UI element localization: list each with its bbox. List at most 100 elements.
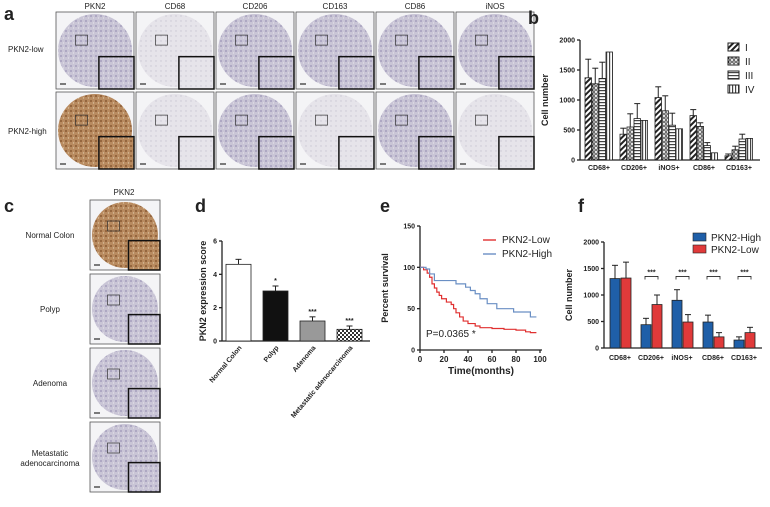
bar-iii bbox=[738, 138, 746, 161]
legend-label: III bbox=[745, 71, 753, 82]
bar-iii bbox=[598, 78, 606, 161]
column-header-pkn2: PKN2 bbox=[114, 188, 135, 197]
legend-label: I bbox=[745, 43, 748, 54]
bar-pkn2-low bbox=[713, 336, 725, 349]
column-header-cd86: CD86 bbox=[405, 2, 426, 11]
row-label-pkn2-high: PKN2-high bbox=[8, 127, 47, 136]
legend-label: PKN2-Low bbox=[711, 245, 760, 256]
bar-0 bbox=[225, 263, 252, 342]
column-header-pkn2: PKN2 bbox=[85, 2, 106, 11]
y-tick-label: 50 bbox=[407, 306, 415, 313]
row-label-line: Metastatic bbox=[32, 449, 68, 458]
bar-pkn2-high bbox=[733, 339, 745, 349]
ihc-image-inset bbox=[98, 55, 135, 90]
panel-c: PKN2 Normal Colon Polyp Adenoma Metastatic ad… bbox=[20, 188, 161, 493]
ihc-image-roi-box bbox=[475, 114, 488, 126]
x-tick-label: CD68+ bbox=[609, 355, 631, 362]
x-tick-label: iNOS+ bbox=[671, 355, 692, 362]
bar-pkn2-high bbox=[609, 278, 621, 349]
column-header-inos: iNOS bbox=[485, 2, 504, 11]
panel-label-a: a bbox=[4, 4, 15, 24]
x-tick-label: CD206+ bbox=[638, 355, 664, 362]
ihc-image-roi-box bbox=[107, 220, 120, 232]
x-tick-label: 0 bbox=[418, 355, 423, 364]
y-tick-label: 0 bbox=[595, 346, 599, 353]
row-label: Polyp bbox=[40, 305, 61, 314]
y-tick-label: 2 bbox=[213, 305, 217, 312]
bar-iii bbox=[703, 145, 711, 161]
bar-ii bbox=[661, 110, 669, 161]
ihc-image-roi-box bbox=[395, 34, 408, 46]
ihc-image-roi-box bbox=[75, 114, 88, 126]
bar-2 bbox=[299, 320, 326, 342]
legend-label: PKN2-High bbox=[711, 233, 761, 244]
significance-stars: *** bbox=[308, 309, 316, 316]
significance-bracket bbox=[644, 276, 659, 280]
ihc-image-inset bbox=[127, 239, 161, 271]
x-axis-label: Time(months) bbox=[448, 366, 514, 377]
x-tick-label: Normal Colon bbox=[209, 345, 244, 385]
bar-i bbox=[724, 155, 732, 161]
bar-ii bbox=[696, 126, 704, 161]
y-tick-label: 100 bbox=[403, 265, 415, 272]
row-label: Metastatic adenocarcinoma bbox=[20, 449, 80, 468]
bar-iii bbox=[633, 118, 641, 161]
y-tick-label: 0 bbox=[213, 339, 217, 346]
ihc-image-roi-box bbox=[75, 34, 88, 46]
panel-label-e: e bbox=[380, 196, 390, 216]
panel-label-d: d bbox=[195, 196, 206, 216]
bar-iv bbox=[640, 120, 648, 161]
bar-i bbox=[584, 77, 592, 161]
y-tick-label: 500 bbox=[563, 128, 575, 135]
significance-stars: *** bbox=[740, 269, 748, 276]
row-label-pkn2-low: PKN2-low bbox=[8, 45, 44, 54]
bar-3 bbox=[336, 328, 363, 342]
legend-label: PKN2-Low bbox=[502, 235, 551, 246]
ihc-image-inset bbox=[418, 135, 455, 170]
significance-stars: *** bbox=[647, 269, 655, 276]
ihc-image-roi-box bbox=[315, 114, 328, 126]
panel-label-c: c bbox=[4, 196, 14, 216]
bar-pkn2-high bbox=[640, 324, 652, 349]
y-tick-label: 2000 bbox=[583, 240, 599, 247]
bar-pkn2-low bbox=[682, 321, 694, 349]
y-tick-label: 1500 bbox=[559, 68, 575, 75]
bar-ii bbox=[591, 83, 599, 161]
y-axis-label: Percent survival bbox=[380, 253, 390, 323]
row-label: Adenoma bbox=[33, 379, 68, 388]
ihc-image-inset bbox=[127, 313, 161, 345]
significance-bracket bbox=[737, 276, 752, 280]
panel-f-chart: 0 500 1000 1500 2000 Cell number CD68+ *** CD206… bbox=[564, 232, 762, 362]
bar-pkn2-high bbox=[671, 299, 683, 349]
legend-label: II bbox=[745, 57, 751, 68]
bar-iv bbox=[605, 51, 613, 161]
bar-1 bbox=[262, 290, 289, 342]
ihc-image-inset bbox=[127, 461, 161, 493]
panel-b-chart: 0 500 1000 1500 2000 Cell number CD68+ CD206+ iN… bbox=[540, 38, 760, 172]
y-axis-label: Cell number bbox=[540, 74, 550, 127]
ihc-image-inset bbox=[498, 55, 535, 90]
x-tick-label: CD86+ bbox=[702, 355, 724, 362]
panel-a: PKN2 CD68 CD206 CD163 CD86 iNOS PKN2-low PKN2-h… bbox=[8, 2, 535, 170]
legend-label: IV bbox=[745, 85, 755, 96]
x-tick-label: iNOS+ bbox=[658, 165, 679, 172]
x-tick-label: 100 bbox=[533, 355, 547, 364]
panel-e-chart: 0 50 100 150 Percent survival 0 20 40 60 80 100 Tim… bbox=[380, 224, 552, 378]
x-tick-label: CD206+ bbox=[621, 165, 647, 172]
x-tick-label: Metastatic adenocarcinoma bbox=[290, 345, 354, 420]
survival-curve-pkn2-high bbox=[420, 266, 537, 318]
row-label: Normal Colon bbox=[26, 231, 75, 240]
x-tick-label: CD68+ bbox=[588, 165, 610, 172]
y-tick-label: 1000 bbox=[583, 293, 599, 300]
legend-label: PKN2-High bbox=[502, 249, 552, 260]
x-tick-label: 20 bbox=[440, 355, 449, 364]
bar-pkn2-low bbox=[620, 277, 632, 349]
legend-swatch-iv bbox=[727, 84, 740, 94]
significance-stars: *** bbox=[678, 269, 686, 276]
x-tick-label: 80 bbox=[512, 355, 521, 364]
bar-i bbox=[654, 97, 662, 161]
bar-iv bbox=[675, 128, 683, 161]
ihc-image-inset bbox=[418, 55, 455, 90]
